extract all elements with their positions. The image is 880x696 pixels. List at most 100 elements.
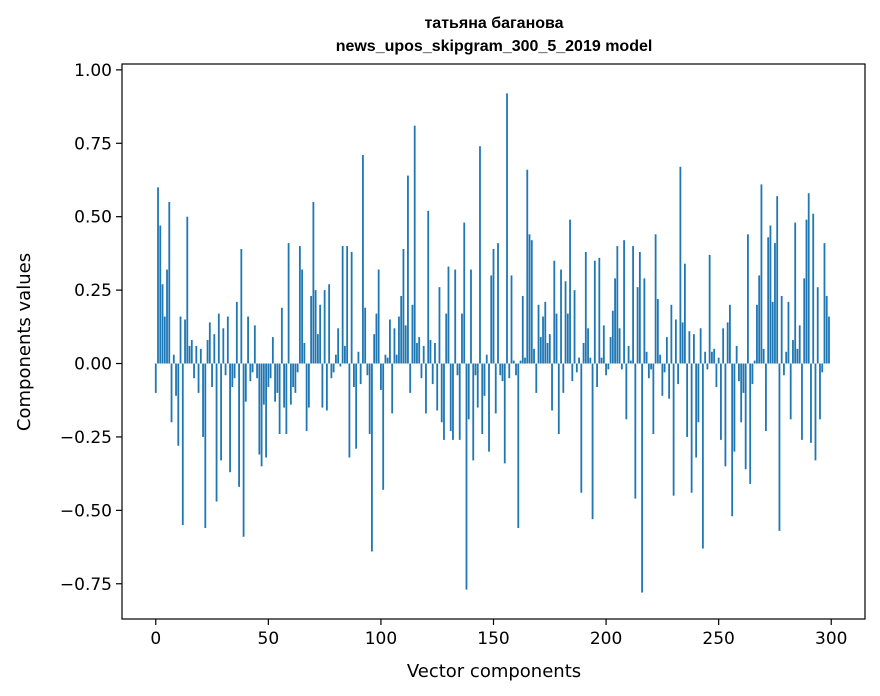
bar-61 xyxy=(292,363,295,388)
bar-20 xyxy=(199,348,202,364)
bar-263 xyxy=(747,234,749,364)
bar-22 xyxy=(204,363,207,528)
bar-244 xyxy=(704,351,707,364)
bar-255 xyxy=(729,304,731,364)
bar-216 xyxy=(641,363,643,593)
bar-121 xyxy=(427,210,430,364)
y-tick-label: 0.00 xyxy=(74,355,112,375)
bar-218 xyxy=(645,351,648,364)
bar-173 xyxy=(544,301,547,364)
y-tick-label: −0.25 xyxy=(60,428,112,448)
bar-195 xyxy=(593,260,596,364)
bar-39 xyxy=(242,363,245,537)
bar-27 xyxy=(215,363,218,502)
y-tick-label: −0.75 xyxy=(60,575,112,595)
bar-249 xyxy=(715,363,718,388)
bar-108 xyxy=(398,316,400,364)
bar-5 xyxy=(166,269,168,364)
bar-23 xyxy=(206,340,209,364)
bar-241 xyxy=(697,363,700,423)
bar-202 xyxy=(609,337,612,364)
bar-73 xyxy=(319,304,322,364)
bar-265 xyxy=(751,363,754,385)
bar-287 xyxy=(801,363,803,440)
bar-161 xyxy=(517,363,520,528)
x-axis-label: Vector components xyxy=(407,661,581,682)
bar-151 xyxy=(494,363,497,414)
bar-162 xyxy=(519,360,522,364)
y-tick-label: 0.75 xyxy=(74,134,112,154)
bar-series xyxy=(154,93,830,593)
bar-42 xyxy=(249,363,252,382)
bar-28 xyxy=(217,313,220,364)
bar-268 xyxy=(758,275,761,364)
bar-16 xyxy=(190,340,193,364)
bar-210 xyxy=(627,345,630,364)
bar-50 xyxy=(267,363,270,388)
bar-106 xyxy=(393,328,396,364)
bar-163 xyxy=(521,295,524,364)
bar-86 xyxy=(348,363,351,458)
bar-88 xyxy=(353,363,355,388)
bar-180 xyxy=(560,269,562,364)
bar-276 xyxy=(776,196,779,364)
bar-156 xyxy=(506,93,508,364)
bar-150 xyxy=(492,249,495,364)
bar-257 xyxy=(733,363,736,452)
bar-231 xyxy=(674,319,677,364)
bar-288 xyxy=(803,278,806,364)
bar-284 xyxy=(794,222,797,364)
x-tick-label: 100 xyxy=(365,629,397,649)
bar-98 xyxy=(375,313,378,364)
bar-208 xyxy=(623,240,625,364)
bar-53 xyxy=(274,363,276,402)
bar-128 xyxy=(443,363,445,440)
bar-272 xyxy=(767,237,770,364)
bar-40 xyxy=(244,363,247,402)
bar-283 xyxy=(792,340,794,364)
bar-149 xyxy=(490,275,493,364)
bar-138 xyxy=(465,363,468,590)
bar-81 xyxy=(337,328,340,364)
bar-95 xyxy=(368,363,371,434)
bar-115 xyxy=(413,125,416,364)
bar-59 xyxy=(287,243,290,364)
y-tick-label: −0.50 xyxy=(60,501,112,521)
bar-199 xyxy=(602,325,605,364)
bar-155 xyxy=(503,363,506,464)
bar-234 xyxy=(681,322,684,364)
bar-1 xyxy=(157,187,159,364)
bar-45 xyxy=(256,363,258,379)
bar-298 xyxy=(825,295,828,364)
bar-176 xyxy=(551,363,553,411)
bar-235 xyxy=(683,263,686,364)
bar-252 xyxy=(722,328,725,364)
bar-250 xyxy=(717,357,720,364)
bar-178 xyxy=(555,313,558,364)
bar-187 xyxy=(575,363,578,373)
bar-0 xyxy=(154,363,157,393)
bar-243 xyxy=(701,363,704,549)
bar-82 xyxy=(339,363,342,367)
bar-78 xyxy=(330,363,333,379)
bar-12 xyxy=(181,363,184,526)
bar-90 xyxy=(357,351,360,364)
bar-291 xyxy=(810,363,812,443)
bar-25 xyxy=(211,363,213,388)
chart-title-line2: news_upos_skipgram_300_5_2019 model xyxy=(336,38,653,55)
bar-296 xyxy=(821,363,824,373)
bar-159 xyxy=(512,360,515,364)
bar-75 xyxy=(323,290,326,364)
bar-240 xyxy=(695,363,698,458)
bar-58 xyxy=(285,363,288,434)
bar-228 xyxy=(668,363,671,399)
bar-264 xyxy=(749,363,752,484)
bar-246 xyxy=(708,254,711,364)
plot-frame xyxy=(121,63,866,620)
bar-132 xyxy=(452,363,454,440)
bar-107 xyxy=(395,354,398,364)
bar-186 xyxy=(573,290,576,364)
bar-70 xyxy=(312,202,315,364)
bar-232 xyxy=(677,363,680,385)
bar-76 xyxy=(325,363,328,411)
